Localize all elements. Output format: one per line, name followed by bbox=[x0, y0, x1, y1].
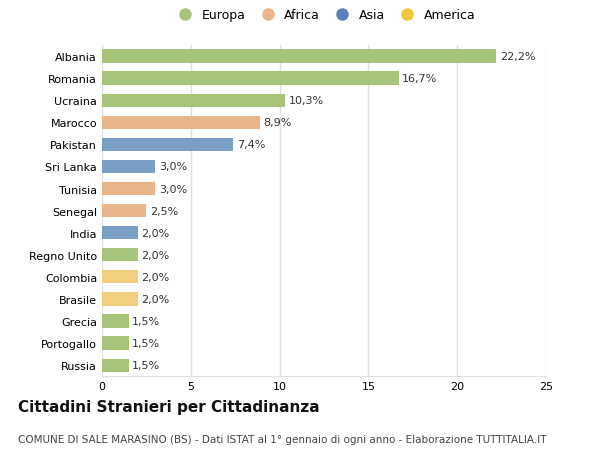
Bar bbox=[102, 139, 233, 151]
Bar bbox=[102, 359, 128, 372]
Bar bbox=[102, 293, 137, 306]
Bar bbox=[102, 249, 137, 262]
Bar bbox=[102, 337, 128, 350]
Text: COMUNE DI SALE MARASINO (BS) - Dati ISTAT al 1° gennaio di ogni anno - Elaborazi: COMUNE DI SALE MARASINO (BS) - Dati ISTA… bbox=[18, 434, 547, 444]
Bar bbox=[102, 161, 155, 174]
Text: 2,0%: 2,0% bbox=[141, 272, 169, 282]
Text: 3,0%: 3,0% bbox=[159, 162, 187, 172]
Text: 3,0%: 3,0% bbox=[159, 184, 187, 194]
Text: 1,5%: 1,5% bbox=[132, 316, 160, 326]
Bar bbox=[102, 73, 398, 85]
Bar bbox=[102, 271, 137, 284]
Bar bbox=[102, 205, 146, 218]
Text: 8,9%: 8,9% bbox=[263, 118, 292, 128]
Text: 2,0%: 2,0% bbox=[141, 294, 169, 304]
Text: 1,5%: 1,5% bbox=[132, 338, 160, 348]
Bar bbox=[102, 227, 137, 240]
Text: 16,7%: 16,7% bbox=[402, 74, 437, 84]
Bar bbox=[102, 315, 128, 328]
Text: Cittadini Stranieri per Cittadinanza: Cittadini Stranieri per Cittadinanza bbox=[18, 399, 320, 414]
Text: 22,2%: 22,2% bbox=[500, 52, 535, 62]
Bar bbox=[102, 95, 285, 107]
Text: 10,3%: 10,3% bbox=[289, 96, 323, 106]
Text: 2,5%: 2,5% bbox=[150, 206, 178, 216]
Bar bbox=[102, 117, 260, 129]
Text: 1,5%: 1,5% bbox=[132, 360, 160, 370]
Legend: Europa, Africa, Asia, America: Europa, Africa, Asia, America bbox=[173, 9, 475, 22]
Bar bbox=[102, 183, 155, 196]
Text: 2,0%: 2,0% bbox=[141, 228, 169, 238]
Text: 7,4%: 7,4% bbox=[237, 140, 265, 150]
Text: 2,0%: 2,0% bbox=[141, 250, 169, 260]
Bar bbox=[102, 50, 496, 63]
